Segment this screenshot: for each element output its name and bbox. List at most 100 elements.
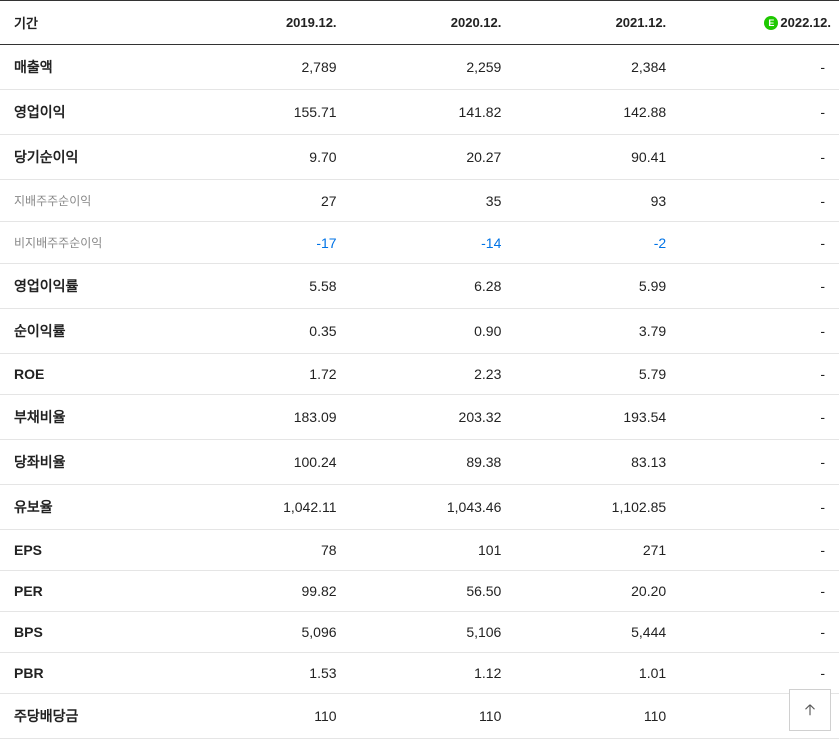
cell-value: 2.23 [345,354,510,395]
cell-value: -2 [509,222,674,264]
table-row: PBR1.531.121.01- [0,653,839,694]
cell-value: 5.99 [509,264,674,309]
cell-value: 5,444 [509,612,674,653]
header-2022: E2022.12. [674,1,839,45]
header-2019: 2019.12. [180,1,345,45]
cell-value: 2,259 [345,45,510,90]
financial-table: 기간 2019.12. 2020.12. 2021.12. E2022.12. … [0,0,839,739]
table-row: 영업이익155.71141.82142.88- [0,90,839,135]
row-label: BPS [0,612,180,653]
cell-value: - [674,222,839,264]
cell-value: 271 [509,530,674,571]
row-label: 영업이익률 [0,264,180,309]
cell-value: 27 [180,180,345,222]
cell-value: 2,384 [509,45,674,90]
cell-value: 141.82 [345,90,510,135]
cell-value: - [674,309,839,354]
cell-value: 183.09 [180,395,345,440]
row-label: PBR [0,653,180,694]
cell-value: 2,789 [180,45,345,90]
cell-value: 1.01 [509,653,674,694]
cell-value: 0.90 [345,309,510,354]
cell-value: 3.79 [509,309,674,354]
cell-value: 6.28 [345,264,510,309]
row-label: 주당배당금 [0,694,180,739]
header-2020: 2020.12. [345,1,510,45]
row-label: 지배주주순이익 [0,180,180,222]
cell-value: 142.88 [509,90,674,135]
header-2022-text: 2022.12. [780,15,831,30]
header-2021: 2021.12. [509,1,674,45]
table-row: BPS5,0965,1065,444- [0,612,839,653]
cell-value: 193.54 [509,395,674,440]
cell-value: 5,096 [180,612,345,653]
table-row: 영업이익률5.586.285.99- [0,264,839,309]
cell-value: - [674,440,839,485]
cell-value: 89.38 [345,440,510,485]
header-period: 기간 [0,1,180,45]
cell-value: - [674,571,839,612]
cell-value: 101 [345,530,510,571]
cell-value: 90.41 [509,135,674,180]
cell-value: - [674,90,839,135]
table-row: 순이익률0.350.903.79- [0,309,839,354]
cell-value: 155.71 [180,90,345,135]
cell-value: 9.70 [180,135,345,180]
cell-value: 110 [180,694,345,739]
table-row: EPS78101271- [0,530,839,571]
cell-value: 203.32 [345,395,510,440]
cell-value: 1,102.85 [509,485,674,530]
row-label: 부채비율 [0,395,180,440]
row-label: 영업이익 [0,90,180,135]
cell-value: - [674,485,839,530]
cell-value: - [674,180,839,222]
cell-value: 93 [509,180,674,222]
row-label: ROE [0,354,180,395]
cell-value: 20.20 [509,571,674,612]
cell-value: - [674,395,839,440]
row-label: 당좌비율 [0,440,180,485]
cell-value: 5.58 [180,264,345,309]
table-row: 부채비율183.09203.32193.54- [0,395,839,440]
cell-value: 1,043.46 [345,485,510,530]
row-label: 매출액 [0,45,180,90]
cell-value: 5.79 [509,354,674,395]
scroll-top-button[interactable] [789,689,831,731]
cell-value: - [674,354,839,395]
row-label: 유보율 [0,485,180,530]
table-row: 매출액2,7892,2592,384- [0,45,839,90]
cell-value: 35 [345,180,510,222]
row-label: PER [0,571,180,612]
cell-value: 56.50 [345,571,510,612]
cell-value: - [674,612,839,653]
table-row: 비지배주주순이익-17-14-2- [0,222,839,264]
table-row: 당기순이익9.7020.2790.41- [0,135,839,180]
table-body: 매출액2,7892,2592,384-영업이익155.71141.82142.8… [0,45,839,739]
arrow-up-icon [801,701,819,719]
table-row: 지배주주순이익273593- [0,180,839,222]
row-label: EPS [0,530,180,571]
cell-value: 99.82 [180,571,345,612]
cell-value: 110 [509,694,674,739]
cell-value: -17 [180,222,345,264]
cell-value: -14 [345,222,510,264]
cell-value: 0.35 [180,309,345,354]
cell-value: 83.13 [509,440,674,485]
estimate-badge: E [764,16,778,30]
cell-value: 20.27 [345,135,510,180]
cell-value: - [674,45,839,90]
table-row: 유보율1,042.111,043.461,102.85- [0,485,839,530]
cell-value: 1.12 [345,653,510,694]
row-label: 당기순이익 [0,135,180,180]
cell-value: 100.24 [180,440,345,485]
cell-value: - [674,264,839,309]
cell-value: 110 [345,694,510,739]
cell-value: 5,106 [345,612,510,653]
table-row: 당좌비율100.2489.3883.13- [0,440,839,485]
cell-value: 1.53 [180,653,345,694]
row-label: 순이익률 [0,309,180,354]
table-row: ROE1.722.235.79- [0,354,839,395]
table-row: PER99.8256.5020.20- [0,571,839,612]
cell-value: 1.72 [180,354,345,395]
cell-value: 1,042.11 [180,485,345,530]
